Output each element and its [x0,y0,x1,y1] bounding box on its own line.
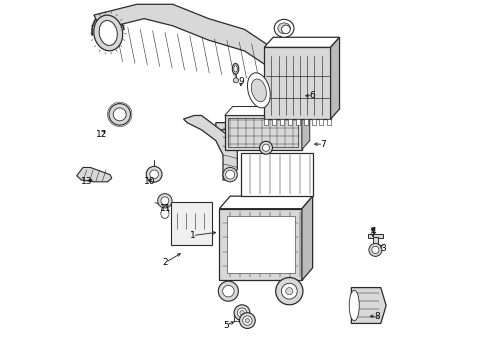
Polygon shape [264,119,267,126]
Ellipse shape [225,170,234,179]
Circle shape [370,227,374,231]
Circle shape [146,166,162,182]
Polygon shape [264,37,339,47]
Polygon shape [301,107,309,149]
Bar [224,116,301,149]
Bar [171,202,212,244]
Polygon shape [326,119,330,126]
Text: 13: 13 [81,177,92,186]
Ellipse shape [223,167,237,182]
Bar [367,234,382,238]
Ellipse shape [232,63,238,74]
Text: 1: 1 [189,231,195,240]
Text: 2: 2 [163,258,168,267]
Bar [263,143,268,151]
Polygon shape [287,119,291,126]
Text: 5: 5 [223,321,228,330]
Polygon shape [224,107,309,116]
Polygon shape [219,196,312,209]
Circle shape [281,25,290,34]
Bar [226,216,294,273]
Ellipse shape [277,23,290,34]
Circle shape [275,278,303,305]
Bar [228,118,298,147]
Ellipse shape [233,66,237,72]
Bar [372,237,377,244]
Circle shape [262,144,269,151]
Polygon shape [264,47,330,119]
Circle shape [259,141,272,154]
Ellipse shape [274,19,293,37]
Circle shape [237,308,246,318]
Text: 4: 4 [369,228,375,237]
Circle shape [149,170,158,179]
Polygon shape [77,167,112,182]
Text: 10: 10 [143,177,155,186]
Polygon shape [94,4,284,130]
Circle shape [239,311,244,315]
Circle shape [371,246,378,253]
Text: 7: 7 [320,140,325,149]
Ellipse shape [233,78,238,83]
Polygon shape [183,116,237,180]
Circle shape [234,305,249,320]
Ellipse shape [94,15,122,51]
Polygon shape [295,119,299,126]
Circle shape [222,285,234,297]
Circle shape [368,243,381,256]
Polygon shape [311,119,315,126]
Circle shape [285,288,292,295]
Polygon shape [280,119,284,126]
Ellipse shape [348,290,359,321]
Ellipse shape [99,21,117,45]
Bar [241,153,312,196]
Circle shape [242,316,251,325]
Circle shape [113,108,126,121]
Polygon shape [319,119,323,126]
Polygon shape [351,288,386,323]
Text: 12: 12 [96,130,107,139]
Circle shape [158,194,172,208]
Ellipse shape [251,79,266,102]
Circle shape [161,197,168,205]
Text: 3: 3 [380,244,386,253]
Polygon shape [271,119,276,126]
Text: 6: 6 [309,91,315,100]
Circle shape [218,281,238,301]
Circle shape [281,283,297,299]
Circle shape [239,313,255,328]
Polygon shape [301,196,312,280]
Polygon shape [219,209,301,280]
Text: 11: 11 [160,204,171,213]
Text: 9: 9 [238,77,244,86]
Polygon shape [303,119,307,126]
Circle shape [109,104,130,125]
Circle shape [244,319,249,323]
Text: 8: 8 [373,312,379,321]
Polygon shape [330,37,339,119]
Ellipse shape [247,73,270,108]
